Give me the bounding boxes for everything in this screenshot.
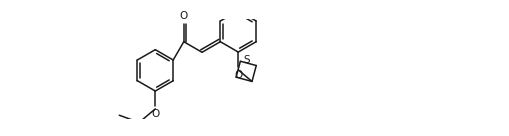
Text: O: O	[234, 70, 242, 80]
Text: S: S	[244, 55, 250, 65]
Text: O: O	[151, 109, 159, 119]
Text: O: O	[180, 11, 188, 21]
